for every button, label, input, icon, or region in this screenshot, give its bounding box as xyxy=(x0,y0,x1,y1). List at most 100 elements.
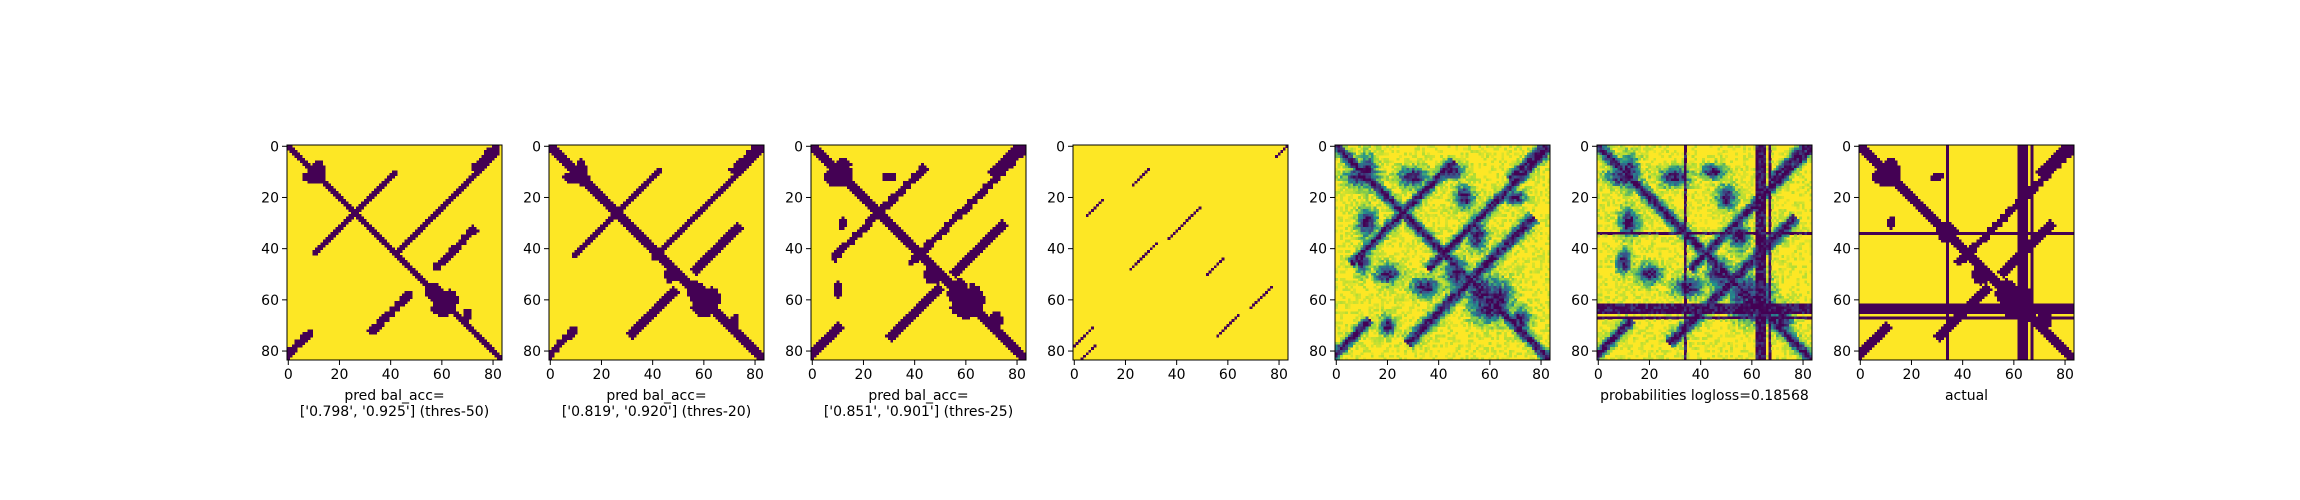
heatmap-cell xyxy=(445,252,457,256)
heatmap-cell xyxy=(1378,247,1382,251)
heatmap-cell xyxy=(1409,226,1413,230)
heatmap-cell xyxy=(1480,247,1484,251)
heatmap-cell xyxy=(1373,244,1377,248)
heatmap-cell xyxy=(1532,237,1535,240)
heatmap-cell xyxy=(987,170,1006,174)
heatmap-cell xyxy=(1537,308,1541,312)
heatmap-cell xyxy=(1483,267,1487,271)
heatmap-cell xyxy=(1427,306,1430,310)
heatmap-cell xyxy=(1388,191,1392,194)
heatmap-cell xyxy=(1539,319,1543,322)
heatmap-cell xyxy=(1542,160,1546,164)
heatmap-cell xyxy=(1526,257,1530,261)
heatmap-cell xyxy=(1462,308,1466,312)
heatmap-cell xyxy=(1373,219,1377,223)
heatmap-cell xyxy=(1409,283,1413,287)
heatmap-cell xyxy=(1539,214,1543,217)
heatmap-cell xyxy=(1404,257,1407,261)
heatmap-cell xyxy=(1516,306,1520,310)
heatmap-cell xyxy=(664,293,678,297)
heatmap-cell xyxy=(1445,278,1448,281)
heatmap-cell xyxy=(1478,316,1482,320)
heatmap-cell xyxy=(1478,313,1482,317)
heatmap-cell xyxy=(1511,239,1515,243)
heatmap-cell xyxy=(1465,168,1469,171)
heatmap-cell xyxy=(1335,283,1338,287)
heatmap-cell xyxy=(1470,168,1474,171)
heatmap-cell xyxy=(1386,324,1390,328)
heatmap-cell xyxy=(1340,249,1343,253)
heatmap-cell xyxy=(1486,298,1489,302)
heatmap-cell xyxy=(1360,329,1364,333)
heatmap-cell xyxy=(1437,180,1441,184)
heatmap-cell xyxy=(1419,275,1423,279)
heatmap-cell xyxy=(1537,229,1541,233)
heatmap-cell xyxy=(1340,160,1343,164)
heatmap-cell xyxy=(1496,262,1500,266)
heatmap-cell xyxy=(1406,198,1410,202)
heatmap-cell xyxy=(1378,191,1382,194)
heatmap-cell xyxy=(659,298,673,302)
heatmap-cell xyxy=(1347,203,1351,207)
heatmap-cell xyxy=(1478,214,1482,217)
heatmap-cell xyxy=(941,226,950,230)
heatmap-cell xyxy=(1475,178,1479,182)
heatmap-cell xyxy=(1427,232,1430,235)
heatmap-cell xyxy=(1427,193,1430,197)
heatmap-cell xyxy=(1534,165,1538,169)
heatmap-cell xyxy=(1486,324,1489,328)
heatmap-cell xyxy=(1411,201,1418,205)
heatmap-cell xyxy=(1375,173,1379,177)
heatmap-cell xyxy=(1455,157,1459,161)
heatmap-cell xyxy=(1414,226,1418,230)
heatmap-cell xyxy=(1409,288,1413,292)
heatmap-cell xyxy=(1493,242,1497,246)
heatmap-cell xyxy=(307,329,313,333)
heatmap-cell xyxy=(1521,232,1525,235)
heatmap-cell xyxy=(1098,201,1102,205)
heatmap-cell xyxy=(1475,324,1479,328)
heatmap-cell xyxy=(1521,308,1525,312)
heatmap-cell xyxy=(589,191,604,194)
heatmap-cell xyxy=(1519,270,1523,274)
heatmap-cell xyxy=(1496,191,1500,194)
heatmap-cell xyxy=(1398,203,1402,207)
heatmap-cell xyxy=(1457,198,1461,202)
heatmap-cell xyxy=(882,178,896,182)
heatmap-cell xyxy=(1439,285,1443,289)
heatmap-cell xyxy=(1401,303,1405,307)
heatmap-cell xyxy=(1450,293,1454,297)
heatmap-cell xyxy=(1442,298,1446,302)
heatmap-cell xyxy=(1539,255,1543,258)
heatmap-cell xyxy=(1134,262,1138,266)
heatmap-cell xyxy=(1381,208,1384,212)
heatmap-cell xyxy=(1427,290,1430,294)
heatmap-cell xyxy=(1470,198,1474,202)
heatmap-cell xyxy=(1465,293,1469,297)
heatmap-cell xyxy=(1432,326,1436,330)
heatmap-cell xyxy=(1516,293,1520,297)
heatmap-cell xyxy=(880,203,894,207)
heatmap-cell xyxy=(1340,196,1343,200)
heatmap-cell xyxy=(1488,252,1492,256)
heatmap-cell xyxy=(1398,196,1402,200)
heatmap-cell xyxy=(1447,290,1451,294)
heatmap-cell xyxy=(1519,203,1523,207)
heatmap-cell xyxy=(1473,306,1477,310)
heatmap-cell xyxy=(1509,272,1512,276)
heatmap-cell xyxy=(1365,157,1369,161)
heatmap-cell xyxy=(1473,275,1477,279)
heatmap-cell xyxy=(1506,193,1510,197)
heatmap-cell xyxy=(1409,165,1413,169)
heatmap-cell xyxy=(1368,211,1372,215)
heatmap-cell xyxy=(1393,329,1397,333)
heatmap-cell xyxy=(1391,316,1395,320)
heatmap-cell xyxy=(1519,191,1523,194)
heatmap-cell xyxy=(1375,180,1379,184)
heatmap-cell xyxy=(1347,260,1351,264)
heatmap-cell xyxy=(1368,296,1374,299)
heatmap-cell xyxy=(486,147,500,151)
heatmap-cell xyxy=(1422,308,1425,312)
heatmap-cell xyxy=(1457,247,1461,251)
